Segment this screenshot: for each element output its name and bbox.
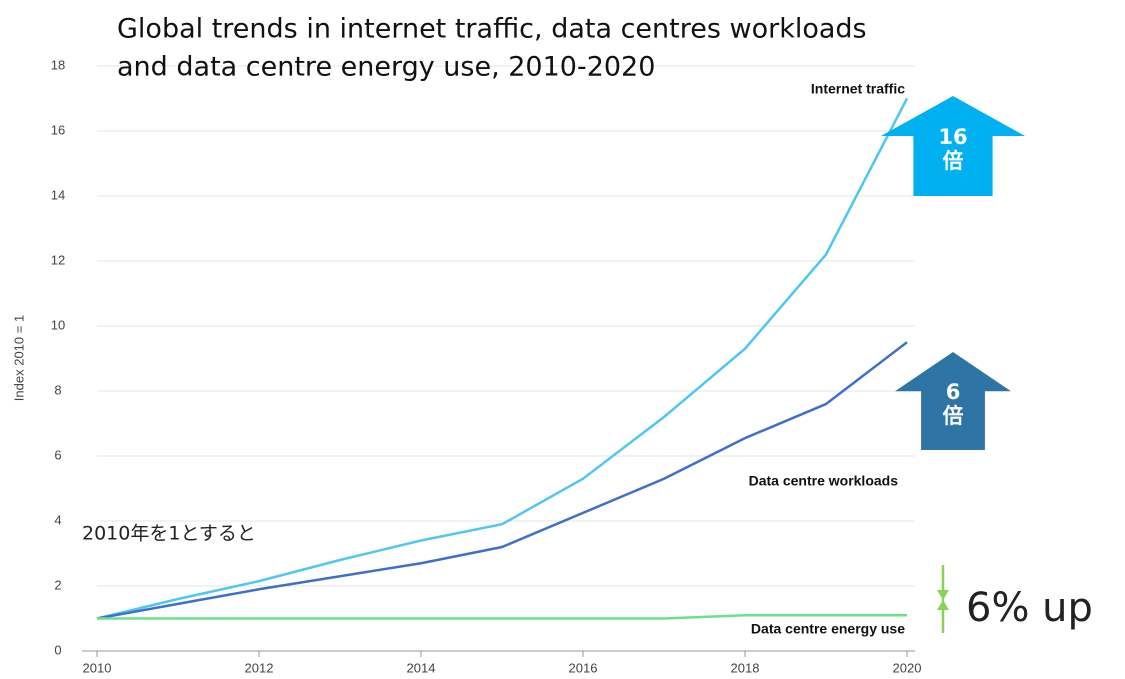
y-tick-label: 16 [51, 122, 65, 137]
series-line [96, 341, 908, 620]
y-axis-label: Index 2010 = 1 [11, 315, 26, 401]
y-tick-label: 4 [54, 512, 61, 527]
energy-arrowhead [937, 590, 949, 600]
y-tick-label: 2 [54, 577, 61, 592]
y-tick-label: 8 [54, 382, 61, 397]
x-tick-label: 2018 [731, 660, 760, 675]
badge-text: 6 [946, 380, 961, 404]
chart-title: Global trends in internet traffic, data … [117, 14, 867, 45]
badge-arrow [895, 352, 1011, 450]
energy-note: 6% up [966, 585, 1093, 631]
chart-title: and data centre energy use, 2010-2020 [117, 52, 655, 83]
series-label: Data centre workloads [749, 473, 899, 489]
x-tick-label: 2012 [245, 660, 274, 675]
badge-arrow [881, 96, 1025, 196]
energy-arrowhead [937, 600, 949, 610]
y-tick-label: 12 [51, 252, 65, 267]
x-tick-label: 2014 [407, 660, 436, 675]
badge-text: 倍 [943, 404, 964, 428]
badge-text: 倍 [943, 149, 964, 173]
y-tick-label: 0 [54, 642, 61, 657]
x-tick-label: 2016 [569, 660, 598, 675]
badge-text: 16 [938, 125, 967, 149]
x-tick-label: 2010 [83, 660, 112, 675]
series-line [97, 614, 907, 620]
series-line [96, 97, 909, 620]
x-tick-label: 2020 [893, 660, 922, 675]
y-tick-label: 10 [51, 317, 65, 332]
y-tick-label: 18 [51, 57, 65, 72]
y-tick-label: 14 [51, 187, 65, 202]
y-tick-label: 6 [54, 447, 61, 462]
series-label: Internet traffic [811, 81, 905, 97]
series-label: Data centre energy use [751, 621, 905, 637]
note: 2010年を1とすると [82, 523, 256, 545]
